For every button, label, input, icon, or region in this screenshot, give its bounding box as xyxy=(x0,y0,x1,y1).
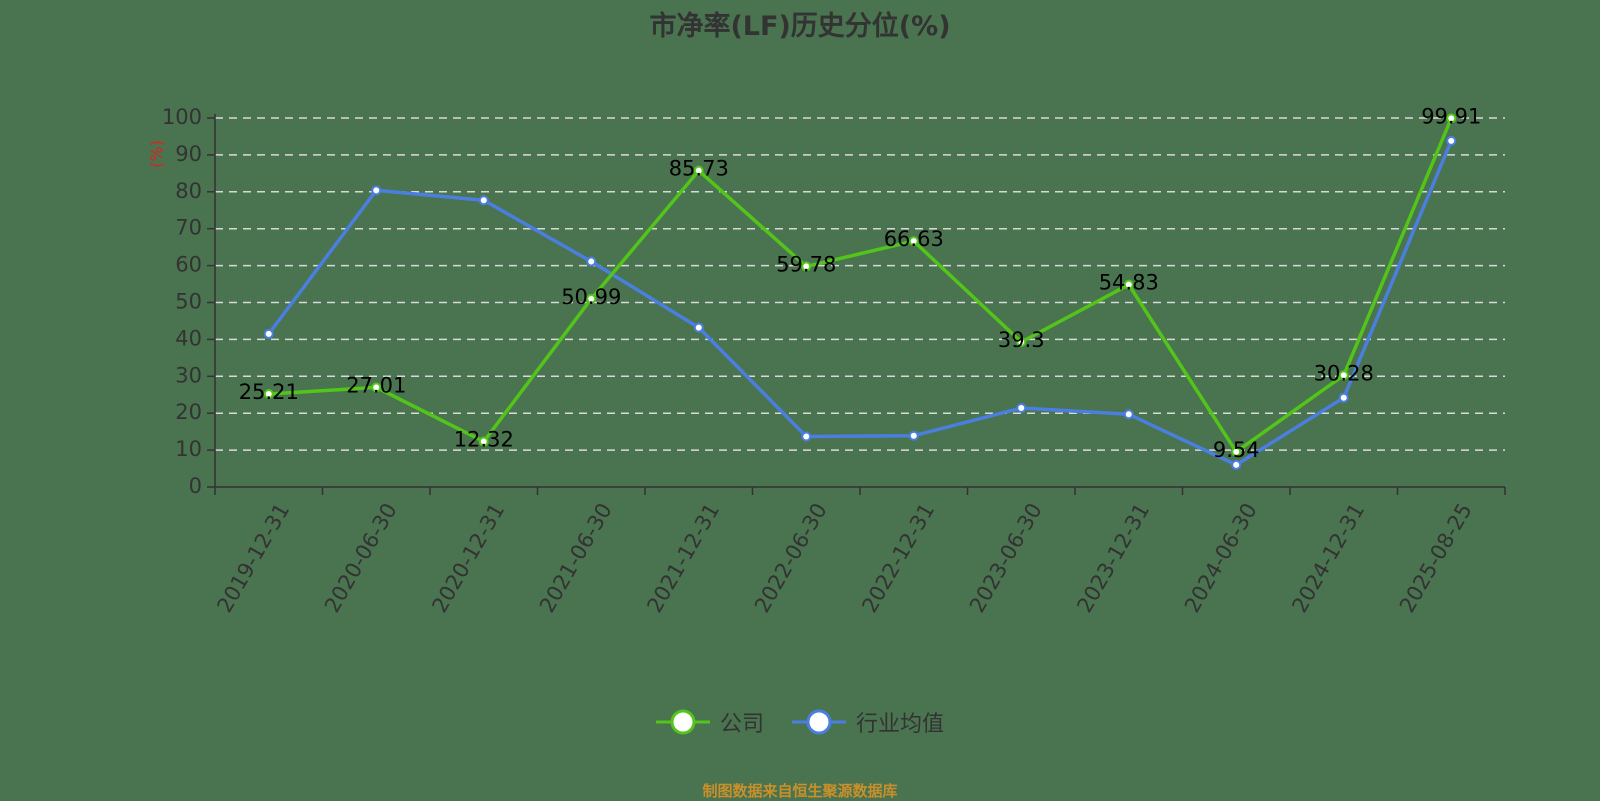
company-point xyxy=(1446,113,1457,124)
data-label: 27.01 xyxy=(346,373,406,397)
y-tick-label: 60 xyxy=(175,253,202,277)
x-tick-label: 2023-12-31 xyxy=(1072,499,1154,617)
industry-point xyxy=(371,185,382,196)
company-point xyxy=(263,388,274,399)
industry-point xyxy=(1446,135,1457,146)
y-axis-label: (%) xyxy=(147,140,166,168)
data-label: 9.54 xyxy=(1213,438,1260,462)
industry-point xyxy=(1016,403,1027,414)
company-point xyxy=(1016,336,1027,347)
legend-item-industry[interactable]: 行业均值 xyxy=(792,706,944,738)
data-label: 85.73 xyxy=(669,157,729,181)
y-tick-label: 30 xyxy=(175,363,202,387)
data-label: 12.32 xyxy=(454,428,514,452)
y-axis-ticks: 0 10 20 30 40 50 60 70 80 90 100 xyxy=(162,105,202,498)
company-point xyxy=(693,165,704,176)
y-tick-label: 70 xyxy=(175,216,202,240)
data-label: 25.21 xyxy=(239,380,299,404)
y-tick-label: 0 xyxy=(189,474,202,498)
x-tick-label: 2025-08-25 xyxy=(1395,499,1477,617)
legend-item-company[interactable]: 公司 xyxy=(655,706,764,738)
x-tick-label: 2022-12-31 xyxy=(857,499,939,617)
industry-point xyxy=(1338,392,1349,403)
x-tick-label: 2021-06-30 xyxy=(535,499,617,617)
x-tick-label: 2023-06-30 xyxy=(965,499,1047,617)
industry-point xyxy=(263,328,274,339)
y-tick-label: 20 xyxy=(175,400,202,424)
industry-point xyxy=(693,322,704,333)
company-point xyxy=(586,293,597,304)
x-tick-label: 2019-12-31 xyxy=(212,499,294,617)
legend-company-marker-icon xyxy=(655,709,710,735)
y-tick-label: 10 xyxy=(175,437,202,461)
industry-line xyxy=(267,140,1453,467)
company-point xyxy=(1123,279,1134,290)
data-label: 39.3 xyxy=(998,328,1045,352)
series-lines xyxy=(263,113,1457,470)
company-point xyxy=(1231,446,1242,457)
y-tick-label: 90 xyxy=(175,142,202,166)
data-label: 50.99 xyxy=(561,285,621,309)
company-point xyxy=(371,382,382,393)
company-point xyxy=(1338,370,1349,381)
y-tick-label: 80 xyxy=(175,179,202,203)
industry-point xyxy=(478,195,489,206)
industry-point xyxy=(586,256,597,267)
industry-point xyxy=(1231,459,1242,470)
x-tick-label: 2024-06-30 xyxy=(1180,499,1262,617)
data-label: 30.28 xyxy=(1314,361,1374,385)
x-axis-ticks: 2019-12-31 2020-06-30 2020-12-31 2021-06-30… xyxy=(212,499,1476,617)
x-tick-label: 2020-06-30 xyxy=(320,499,402,617)
legend: 公司 行业均值 xyxy=(0,706,1600,738)
industry-point xyxy=(1123,409,1134,420)
y-tick-label: 50 xyxy=(175,290,202,314)
industry-point xyxy=(908,430,919,441)
x-tick-label: 2024-12-31 xyxy=(1287,499,1369,617)
company-line xyxy=(268,117,1453,454)
legend-label-company: 公司 xyxy=(719,712,764,737)
company-point xyxy=(908,236,919,247)
x-tick-label: 2020-12-31 xyxy=(427,499,509,617)
data-label: 99.91 xyxy=(1421,104,1481,128)
data-label: 59.78 xyxy=(776,252,836,276)
x-tick-label: 2021-12-31 xyxy=(642,499,724,617)
industry-point xyxy=(801,431,812,442)
y-tick-label: 100 xyxy=(162,105,202,129)
legend-label-industry: 行业均值 xyxy=(856,712,945,737)
y-tick-label: 40 xyxy=(175,326,202,350)
data-label: 66.63 xyxy=(884,227,944,251)
gridlines xyxy=(215,117,1505,451)
x-tick-label: 2022-06-30 xyxy=(750,499,832,617)
legend-industry-marker-icon xyxy=(792,709,846,735)
chart-title: 市净率(LF)历史分位(%) xyxy=(649,11,951,42)
company-point xyxy=(478,436,489,447)
data-labels: 25.21 27.01 12.32 50.99 85.73 59.78 66.63 39.3 5… xyxy=(239,104,1482,461)
axes xyxy=(207,114,1506,495)
source-note: 制图数据来自恒生聚源数据库 xyxy=(702,782,898,800)
data-label: 54.83 xyxy=(1099,271,1159,295)
company-point xyxy=(801,261,812,272)
